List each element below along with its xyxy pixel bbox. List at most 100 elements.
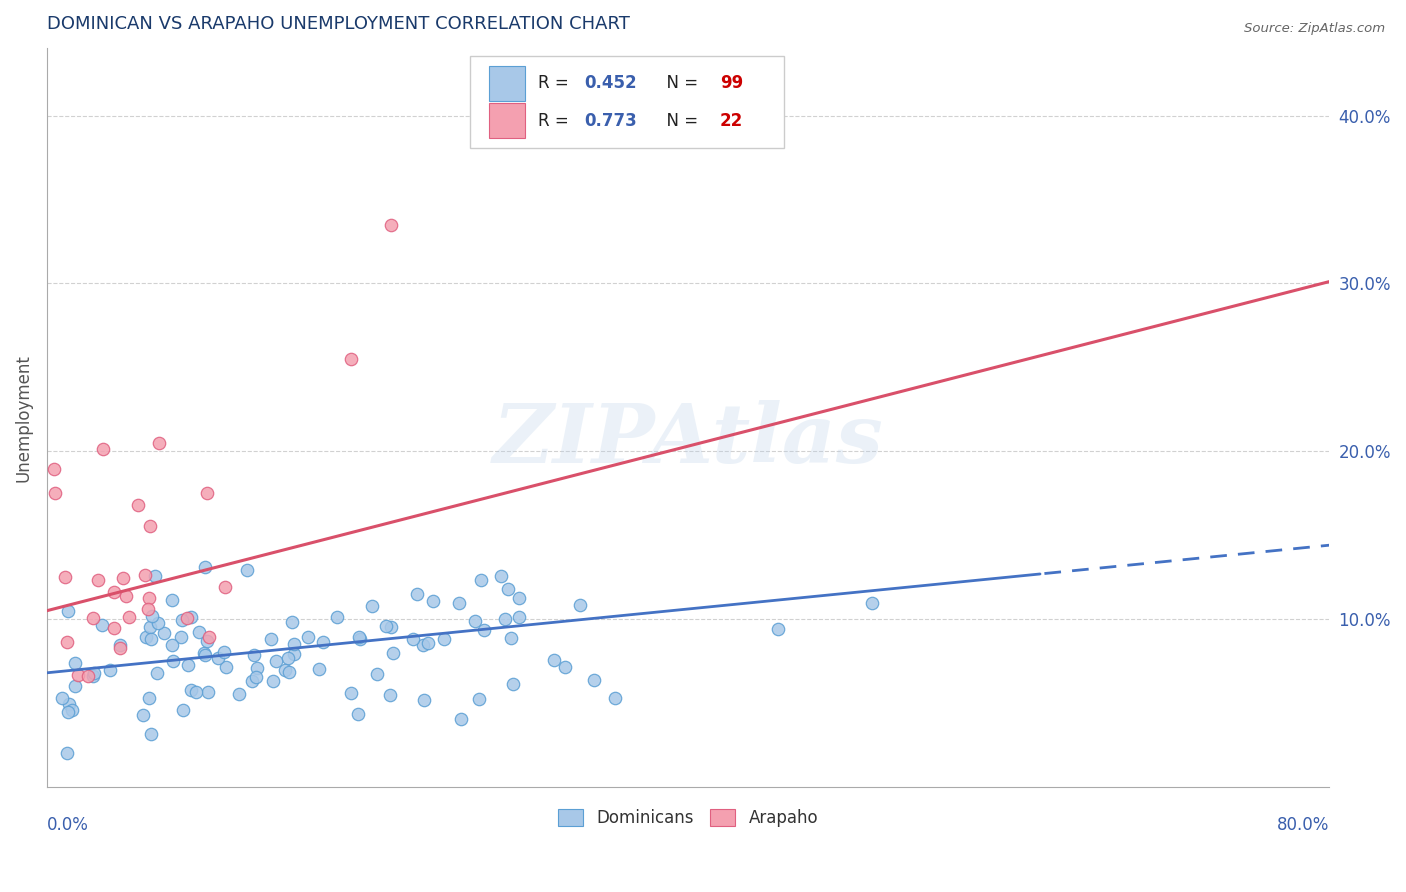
Point [212, 645, 235, 659]
Point [138, 591, 160, 606]
Point [186, 684, 208, 698]
Point [141, 609, 163, 624]
Point [360, 599, 382, 613]
Point [58, 697, 80, 711]
Point [245, 670, 267, 684]
Point [470, 574, 492, 588]
Point [143, 569, 166, 583]
Point [207, 651, 229, 665]
Point [262, 673, 284, 688]
Point [91, 618, 114, 632]
Point [416, 636, 439, 650]
Point [53, 570, 76, 584]
Point [243, 648, 266, 663]
Point [347, 706, 370, 721]
Point [413, 692, 436, 706]
Text: 80.0%: 80.0% [1277, 816, 1329, 834]
Point [283, 647, 305, 661]
Point [494, 612, 516, 626]
Point [264, 654, 287, 668]
Point [312, 635, 335, 649]
Point [56, 605, 79, 619]
Point [197, 684, 219, 698]
Point [402, 632, 425, 647]
Point [326, 610, 349, 624]
FancyBboxPatch shape [489, 103, 524, 138]
Point [193, 646, 215, 660]
Point [766, 622, 789, 636]
Point [603, 691, 626, 706]
Point [42, 462, 65, 476]
Point [862, 596, 884, 610]
Point [502, 677, 524, 691]
Point [66, 668, 89, 682]
Point [499, 631, 522, 645]
Point [83, 665, 105, 680]
Point [160, 593, 183, 607]
Point [63, 679, 86, 693]
Point [274, 663, 297, 677]
Point [115, 590, 138, 604]
Point [82, 669, 104, 683]
Point [347, 630, 370, 644]
Point [374, 619, 396, 633]
Point [98, 663, 121, 677]
Point [170, 631, 193, 645]
Point [103, 621, 125, 635]
Y-axis label: Unemployment: Unemployment [15, 354, 32, 482]
Point [277, 665, 299, 679]
Point [139, 620, 162, 634]
FancyBboxPatch shape [489, 66, 524, 101]
Point [582, 673, 605, 687]
Point [148, 435, 170, 450]
Point [187, 624, 209, 639]
Point [215, 660, 238, 674]
Point [543, 653, 565, 667]
Point [170, 613, 193, 627]
Point [135, 630, 157, 644]
Point [366, 667, 388, 681]
Point [145, 666, 167, 681]
Point [450, 712, 472, 726]
Point [176, 610, 198, 624]
Point [162, 654, 184, 668]
Point [569, 599, 592, 613]
Point [44, 486, 66, 500]
Text: 99: 99 [720, 74, 744, 92]
Point [162, 638, 184, 652]
Point [87, 573, 110, 587]
Text: 0.773: 0.773 [583, 112, 637, 129]
Point [194, 648, 217, 662]
Point [91, 442, 114, 457]
FancyBboxPatch shape [470, 56, 785, 148]
Point [180, 682, 202, 697]
Point [77, 668, 100, 682]
Point [280, 615, 302, 630]
Point [308, 662, 330, 676]
Point [277, 651, 299, 665]
Point [110, 640, 132, 655]
Point [380, 689, 402, 703]
Point [195, 633, 218, 648]
Point [214, 580, 236, 594]
Point [380, 620, 402, 634]
Text: Source: ZipAtlas.com: Source: ZipAtlas.com [1244, 22, 1385, 36]
Point [56, 635, 79, 649]
Point [380, 218, 402, 232]
Point [246, 661, 269, 675]
Point [195, 486, 218, 500]
Point [554, 660, 576, 674]
Text: 22: 22 [720, 112, 744, 129]
Point [228, 687, 250, 701]
Point [412, 638, 434, 652]
Text: 0.452: 0.452 [583, 74, 637, 92]
Point [111, 571, 134, 585]
Point [136, 601, 159, 615]
Point [82, 611, 104, 625]
Point [198, 630, 221, 644]
Text: 0.0%: 0.0% [46, 816, 89, 834]
Point [468, 691, 491, 706]
Point [177, 658, 200, 673]
Point [127, 498, 149, 512]
Text: DOMINICAN VS ARAPAHO UNEMPLOYMENT CORRELATION CHART: DOMINICAN VS ARAPAHO UNEMPLOYMENT CORREL… [46, 15, 630, 33]
